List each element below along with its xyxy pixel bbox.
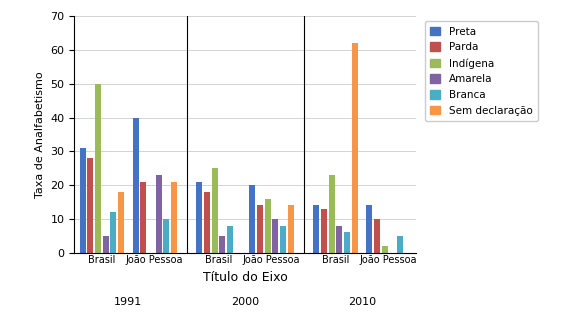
Bar <box>163 219 169 253</box>
Text: 2010: 2010 <box>348 297 376 307</box>
Bar <box>280 226 286 253</box>
Bar <box>288 205 294 253</box>
Bar <box>336 226 343 253</box>
Bar <box>329 175 335 253</box>
Bar <box>197 182 202 253</box>
Bar <box>314 205 319 253</box>
Bar <box>204 192 210 253</box>
Bar <box>321 209 327 253</box>
Bar <box>344 232 350 253</box>
X-axis label: Título do Eixo: Título do Eixo <box>203 271 287 284</box>
Bar <box>374 219 380 253</box>
Bar <box>171 182 177 253</box>
Y-axis label: Taxa de Analfabetismo: Taxa de Analfabetismo <box>35 71 44 198</box>
Bar <box>156 175 161 253</box>
Bar <box>382 246 388 253</box>
Bar <box>95 84 101 253</box>
Bar <box>219 236 225 253</box>
Bar <box>352 43 357 253</box>
Legend: Preta, Parda, Indígena, Amarela, Branca, Sem declaração: Preta, Parda, Indígena, Amarela, Branca,… <box>425 21 538 121</box>
Bar <box>250 185 255 253</box>
Bar <box>80 148 86 253</box>
Bar <box>212 168 218 253</box>
Bar <box>103 236 108 253</box>
Bar <box>110 212 116 253</box>
Bar <box>265 199 271 253</box>
Bar <box>118 192 124 253</box>
Text: 2000: 2000 <box>231 297 259 307</box>
Bar <box>227 226 233 253</box>
Bar <box>367 205 372 253</box>
Bar <box>140 182 146 253</box>
Bar <box>133 118 139 253</box>
Bar <box>272 219 278 253</box>
Bar <box>257 205 263 253</box>
Bar <box>397 236 403 253</box>
Text: 1991: 1991 <box>114 297 142 307</box>
Bar <box>87 158 93 253</box>
